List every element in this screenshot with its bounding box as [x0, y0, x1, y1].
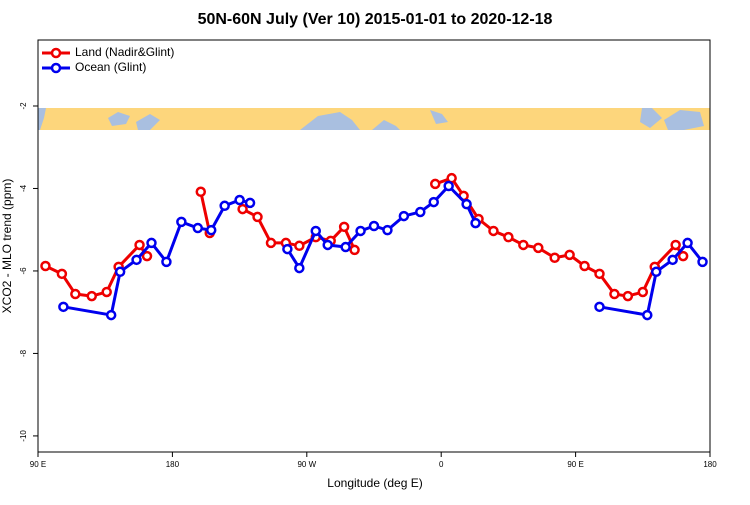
y-tick-label: -6 — [19, 267, 28, 275]
data-point — [382, 224, 393, 236]
x-tick-label: 90 W — [297, 460, 316, 469]
x-tick-label: 180 — [703, 460, 717, 469]
data-point — [192, 222, 204, 234]
data-point — [310, 225, 322, 237]
legend-marker — [50, 62, 62, 74]
data-point — [338, 221, 350, 233]
data-point — [461, 198, 472, 210]
chart-title: 50N-60N July (Ver 10) 2015-01-01 to 2020… — [198, 11, 553, 28]
data-point — [294, 240, 305, 252]
data-point — [141, 250, 153, 262]
data-point — [219, 200, 230, 212]
data-point — [70, 288, 81, 300]
data-point — [237, 203, 248, 215]
data-point — [564, 249, 575, 261]
data-point — [428, 196, 439, 208]
y-tick-label: -10 — [19, 430, 28, 442]
data-point — [549, 252, 560, 264]
data-point — [101, 286, 112, 298]
x-tick-label: 180 — [166, 460, 180, 469]
data-point — [114, 266, 126, 278]
y-tick-label: -2 — [19, 102, 28, 110]
plot-frame — [37, 39, 711, 453]
data-point — [533, 242, 544, 254]
data-point — [58, 301, 69, 313]
data-point — [443, 180, 454, 192]
x-tick-label: 90 E — [30, 460, 46, 469]
series-line — [44, 176, 685, 298]
x-tick-label: 0 — [439, 460, 444, 469]
x-axis-label: Longitude (deg E) — [327, 476, 422, 490]
data-point — [244, 197, 256, 209]
data-point — [682, 237, 693, 249]
data-point — [667, 254, 678, 266]
data-point — [670, 239, 681, 251]
legend-label: Land (Nadir&Glint) — [75, 45, 174, 59]
data-point — [56, 268, 68, 280]
data-point — [637, 286, 649, 298]
data-point — [294, 262, 305, 274]
data-point — [349, 244, 360, 256]
data-point — [677, 250, 689, 262]
data-point — [265, 237, 277, 249]
data-point — [697, 256, 708, 268]
data-point — [518, 239, 529, 251]
data-point — [205, 224, 217, 236]
data-point — [146, 237, 157, 249]
data-point — [252, 211, 263, 223]
series-line — [63, 184, 704, 317]
data-point — [503, 231, 514, 243]
y-tick-label: -8 — [19, 349, 28, 357]
data-point — [488, 225, 499, 237]
data-point — [282, 243, 293, 255]
data-point — [579, 260, 590, 272]
y-axis-label: XCO2 - MLO trend (ppm) — [0, 179, 14, 314]
data-point — [470, 217, 481, 229]
data-point — [105, 309, 117, 321]
data-point — [131, 254, 142, 266]
data-point — [134, 239, 145, 251]
data-point — [234, 194, 245, 206]
data-point — [650, 266, 662, 278]
data-point — [86, 290, 98, 302]
data-point — [642, 309, 653, 321]
data-point — [40, 260, 51, 272]
legend-label: Ocean (Glint) — [75, 60, 146, 74]
data-point — [340, 241, 351, 253]
data-point — [322, 239, 333, 251]
data-point — [398, 210, 410, 222]
data-point — [609, 288, 620, 300]
data-point — [355, 225, 366, 237]
x-tick-label: 90 E — [567, 460, 583, 469]
data-point — [415, 206, 426, 218]
data-point — [161, 256, 172, 268]
data-point — [594, 268, 605, 280]
data-point — [594, 301, 605, 313]
data-point — [176, 216, 187, 228]
data-point — [368, 220, 380, 232]
legend-marker — [50, 47, 62, 59]
map-band — [38, 108, 710, 130]
y-tick-label: -4 — [19, 184, 28, 192]
data-point — [429, 178, 441, 190]
data-point — [622, 290, 634, 302]
data-point — [195, 186, 207, 198]
